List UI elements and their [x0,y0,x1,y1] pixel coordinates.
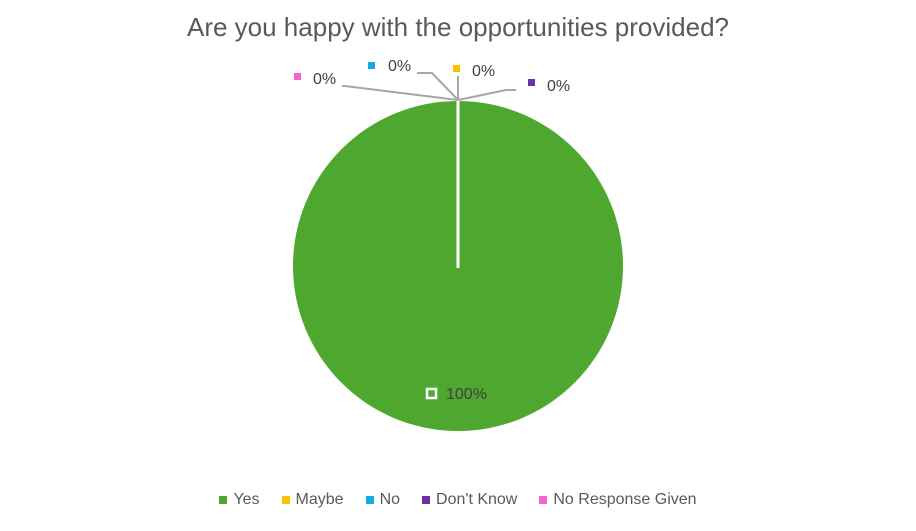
legend-item-don-t-know: Don't Know [422,491,517,509]
label-marker-no-response [294,73,301,80]
legend-label: Yes [233,491,260,508]
label-marker-yes [425,387,438,400]
legend-item-no-response-given: No Response Given [539,491,697,509]
legend-swatch [539,496,548,504]
data-label-no: 0% [388,58,411,75]
legend-swatch [281,496,290,504]
data-label-dont-know: 0% [547,78,570,95]
legend-item-maybe: Maybe [281,491,344,509]
legend-item-yes: Yes [219,491,260,509]
leader-line-dont-know [457,89,516,101]
chart-legend: Yes Maybe No Don't Know No Response Given [0,491,916,509]
legend-item-no: No [365,491,401,509]
label-marker-no [368,62,375,69]
legend-swatch [365,496,374,504]
leader-line-no [417,72,459,101]
label-marker-maybe [453,65,460,72]
data-label-no-response: 0% [313,71,336,88]
leader-line-no-response [342,85,459,101]
legend-label: Maybe [295,491,344,508]
legend-swatch [219,496,228,504]
legend-label: No Response Given [553,491,697,508]
legend-label: No [379,491,401,508]
data-label-yes: 100% [446,386,487,403]
chart-title: Are you happy with the opportunities pro… [186,12,729,42]
legend-label: Don't Know [436,491,518,508]
label-marker-dont-know [528,79,535,86]
data-label-maybe: 0% [472,63,495,80]
legend-swatch [422,496,431,504]
